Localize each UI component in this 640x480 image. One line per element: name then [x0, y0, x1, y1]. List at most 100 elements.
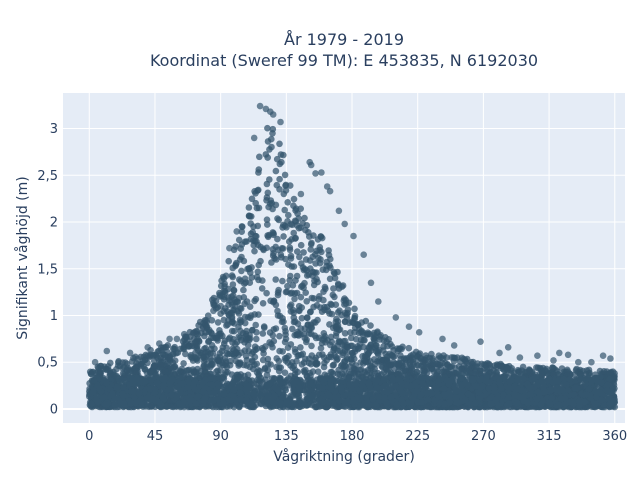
scatter-point	[195, 347, 202, 355]
scatter-point	[284, 344, 292, 352]
scatter-point	[115, 375, 122, 382]
scatter-point	[279, 277, 286, 285]
scatter-point	[254, 222, 262, 230]
scatter-point	[357, 328, 365, 336]
scatter-point	[230, 346, 238, 354]
scatter-point	[144, 352, 151, 360]
scatter-point	[139, 357, 147, 364]
scatter-point	[282, 187, 290, 194]
scatter-point	[301, 325, 309, 332]
scatter-point	[354, 343, 361, 350]
scatter-point	[328, 301, 335, 309]
scatter-point	[219, 273, 227, 281]
scatter-point	[306, 330, 313, 337]
scatter-point	[168, 403, 175, 410]
scatter-point	[364, 366, 372, 374]
scatter-point	[384, 356, 391, 364]
scatter-point	[278, 253, 285, 261]
scatter-point	[327, 341, 334, 349]
scatter-point	[518, 367, 526, 374]
scatter-point	[297, 224, 305, 231]
scatter-point	[332, 332, 340, 340]
scatter-point	[277, 364, 285, 371]
scatter-point	[504, 364, 511, 372]
scatter-point	[325, 251, 333, 259]
scatter-point	[275, 216, 283, 224]
scatter-point	[409, 359, 417, 366]
scatter-point	[276, 175, 283, 183]
scatter-point	[182, 350, 189, 358]
scatter-point	[301, 214, 308, 222]
scatter-point	[340, 363, 347, 371]
scatter-point	[533, 364, 540, 371]
scatter-point	[357, 359, 364, 366]
scatter-point	[290, 309, 298, 317]
scatter-point	[170, 345, 177, 353]
scatter-point	[327, 351, 335, 358]
scatter-point	[295, 215, 302, 222]
scatter-point	[361, 337, 368, 344]
scatter-point	[190, 368, 197, 375]
scatter-point	[269, 344, 276, 351]
scatter-point	[487, 365, 494, 372]
scatter-point	[248, 358, 256, 366]
scatter-point	[344, 344, 352, 351]
scatter-point	[161, 344, 168, 351]
scatter-point	[286, 246, 294, 254]
scatter-point	[280, 233, 287, 240]
scatter-point	[214, 319, 222, 326]
scatter-point	[335, 281, 342, 289]
scatter-point	[281, 171, 289, 179]
scatter-point	[221, 287, 229, 295]
scatter-point	[238, 241, 246, 248]
scatter-point	[498, 362, 505, 369]
scatter-point	[330, 285, 337, 292]
scatter-point	[303, 272, 311, 279]
scatter-point	[162, 351, 169, 359]
scatter-point	[255, 153, 263, 161]
scatter-point	[275, 286, 282, 294]
scatter-point	[341, 295, 348, 302]
scatter-point	[463, 368, 471, 375]
scatter-point	[132, 353, 139, 361]
scatter-point	[290, 229, 298, 237]
scatter-point	[572, 367, 580, 374]
scatter-point	[280, 151, 287, 159]
scatter-point	[248, 213, 255, 220]
scatter-point	[276, 332, 283, 340]
scatter-point	[254, 268, 262, 276]
scatter-point	[248, 264, 255, 271]
scatter-point	[287, 255, 295, 262]
scatter-point	[303, 314, 311, 321]
scatter-point	[264, 221, 271, 228]
scatter-point	[352, 335, 360, 343]
scatter-point	[351, 370, 359, 378]
scatter-point	[460, 362, 468, 370]
scatter-point	[429, 374, 437, 381]
scatter-point	[237, 277, 244, 285]
scatter-point	[128, 358, 136, 365]
scatter-point	[439, 368, 447, 376]
scatter-point	[263, 194, 271, 201]
scatter-point	[448, 363, 456, 370]
scatter-point	[247, 235, 255, 243]
scatter-point	[282, 288, 290, 296]
scatter-point	[290, 195, 298, 203]
scatter-point	[210, 294, 218, 302]
scatter-point	[362, 317, 370, 325]
scatter-point	[180, 360, 187, 367]
scatter-point	[351, 312, 359, 320]
scatter-point	[383, 338, 391, 346]
scatter-point	[252, 335, 260, 343]
scatter-point	[191, 339, 199, 346]
scatter-point	[251, 353, 259, 361]
scatter-point	[264, 124, 271, 132]
scatter-point	[291, 290, 299, 297]
scatter-point	[448, 354, 456, 361]
scatter-point	[269, 130, 276, 137]
scatter-point	[241, 300, 248, 308]
scatter-point	[88, 400, 95, 407]
scatter-point	[274, 235, 281, 243]
scatter-point	[133, 368, 140, 375]
